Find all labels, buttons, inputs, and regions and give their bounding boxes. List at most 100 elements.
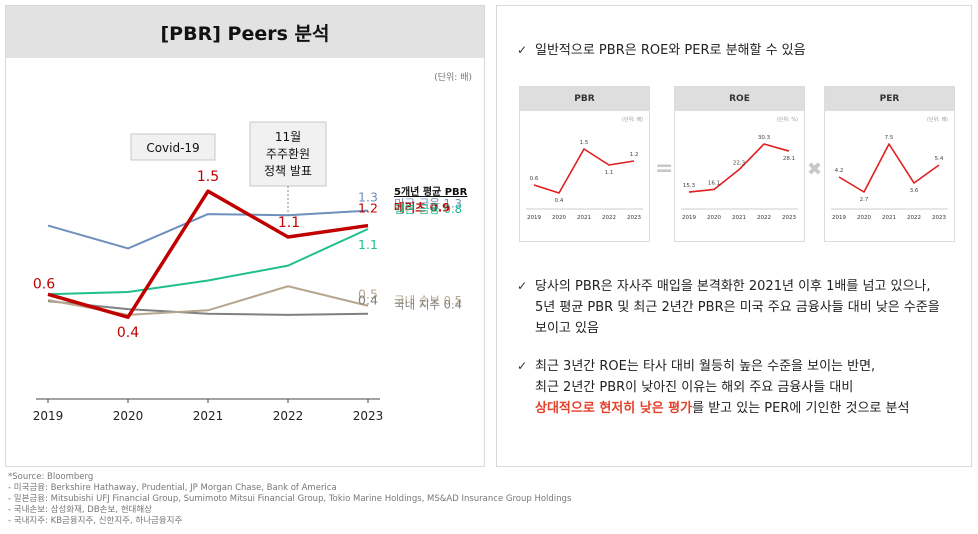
mini-x-tick-label: 2020 <box>857 215 871 221</box>
annotation-policy-line: 11월 <box>275 130 301 144</box>
bullet-text: 일반적으로 PBR은 ROE와 PER로 분해할 수 있음 <box>535 43 806 58</box>
mini-chart-per: PER (단위: 배) 2019 2020 2021 2022 2023 4.2 2.7 7.… <box>824 86 955 242</box>
bullet-line-highlight: 상대적으로 현저히 낮은 평가를 받고 있는 PER에 기인한 것으로 분석 <box>517 398 909 419</box>
mini-x-tick-label: 2019 <box>682 215 696 221</box>
mini-chart-roe: ROE (단위: %) 2019 2020 2021 2022 2023 15.3 16.1… <box>674 86 805 242</box>
mini-data-label: 1.2 <box>630 152 639 158</box>
series-line-국내 손보 <box>47 285 369 316</box>
mini-chart-pbr: PBR (단위: 배) 2019 2020 2021 2022 2023 0.6 0.4 1.… <box>519 86 650 242</box>
mini-x-tick-label: 2022 <box>907 215 921 221</box>
mini-series-line <box>688 143 790 193</box>
mini-chart-title: ROE <box>675 87 804 111</box>
mini-data-label: 0.6 <box>530 176 539 182</box>
footnote-line: - 국내손보: 삼성화재, DB손보, 현대해상 <box>8 505 153 515</box>
mini-data-label: 5.4 <box>935 156 944 162</box>
x-tick-label: 2019 <box>33 409 64 423</box>
meritz-point-label: 1.5 <box>197 169 219 185</box>
mini-data-label: 2.7 <box>860 197 869 203</box>
bullet-line: 당사의 PBR은 자사주 매입을 본격화한 2021년 이후 1배를 넘고 있으… <box>535 279 931 294</box>
check-icon: ✓ <box>517 279 528 293</box>
series-line-일본 금융 <box>47 228 369 296</box>
mini-data-label: 4.2 <box>835 168 844 174</box>
legend-entry: 국내 손보 0.5 <box>394 294 462 308</box>
check-icon: ✓ <box>517 359 528 373</box>
mini-data-label: 1.5 <box>580 140 589 146</box>
series-end-label: 0.4 <box>358 293 378 308</box>
series-line-국내 지주 <box>47 300 369 316</box>
main-chart-panel: [PBR] Peers 분석 (단위: 배) 2019 2020 2021 2022 2… <box>5 5 485 467</box>
annotation-box <box>249 121 327 187</box>
annotation-covid: Covid-19 <box>146 141 199 155</box>
mini-x-tick-label: 2020 <box>707 215 721 221</box>
series-line-미국 금융 <box>47 209 369 250</box>
mini-data-label: 16.1 <box>708 180 720 186</box>
equals-icon: = <box>655 156 674 181</box>
meritz-point-label: 0.6 <box>33 276 55 292</box>
annotation-policy-line: 정책 발표 <box>264 163 312 178</box>
mini-chart-unit: (단위: %) <box>776 117 798 123</box>
pbr-peers-chart: 2019 2020 2021 2022 20231.31.21.10.50.40.60.… <box>33 121 468 423</box>
mini-x-tick-label: 2019 <box>527 215 541 221</box>
meritz-point-label: 0.4 <box>117 325 139 341</box>
mini-data-label: 1.1 <box>605 170 614 176</box>
mini-chart-svg: 2019 2020 2021 2022 2023 0.6 0.4 1.5 1.1 1.2 <box>526 140 643 221</box>
mini-data-label: 3.6 <box>910 188 919 194</box>
legend-entry: 국내 지주 0.4 <box>394 298 462 312</box>
mini-x-tick-label: 2022 <box>602 215 616 221</box>
x-tick-label: 2021 <box>193 409 224 423</box>
bullet-line: 최근 3년간 ROE는 타사 대비 월등히 높은 수준을 보이는 반면, <box>535 359 876 374</box>
mini-chart-title: PBR <box>520 87 649 111</box>
series-end-label: 0.5 <box>358 287 378 302</box>
footnote-line: - 미국금융: Berkshire Hathaway, Prudential, … <box>8 483 337 493</box>
mini-x-tick-label: 2020 <box>552 215 566 221</box>
chart-title: [PBR] Peers 분석 <box>6 6 484 58</box>
series-end-label: 1.3 <box>358 190 378 205</box>
bullet-line: 보이고 있음 <box>535 321 599 336</box>
bullet-tail: 를 받고 있는 PER에 기인한 것으로 분석 <box>692 401 910 416</box>
legend-entry: 일본 금융 0.8 <box>394 202 462 216</box>
legend-title: 5개년 평균 PBR <box>394 185 468 198</box>
mini-chart-unit: (단위: 배) <box>927 117 948 123</box>
mini-data-label: 0.4 <box>555 198 564 204</box>
footnote-source: *Source: Bloomberg <box>8 472 94 482</box>
mini-x-tick-label: 2021 <box>732 215 746 221</box>
mini-data-label: 7.5 <box>885 135 894 141</box>
series-end-label: 1.2 <box>358 201 378 216</box>
mini-series-line <box>838 143 940 193</box>
check-icon: ✓ <box>517 43 528 57</box>
x-tick-label: 2022 <box>273 409 304 423</box>
mini-x-tick-label: 2023 <box>932 215 946 221</box>
mini-x-tick-label: 2019 <box>832 215 846 221</box>
bullet-roe-analysis: ✓ 최근 3년간 ROE는 타사 대비 월등히 높은 수준을 보이는 반면, 최… <box>517 356 909 419</box>
mini-x-tick-label: 2023 <box>782 215 796 221</box>
bullet-decomposition: ✓ 일반적으로 PBR은 ROE와 PER로 분해할 수 있음 <box>517 40 806 61</box>
mini-chart-svg: 2019 2020 2021 2022 2023 15.3 16.1 22.3 30.3 28.1 <box>681 135 798 221</box>
mini-x-tick-label: 2021 <box>577 215 591 221</box>
mini-chart-title: PER <box>825 87 954 111</box>
footnote-line: - 일본금융: Mitsubishi UFJ Financial Group, … <box>8 494 572 504</box>
annotation-policy-line: 주주환원 <box>266 147 310 161</box>
x-tick-label: 2023 <box>353 409 384 423</box>
mini-series-line <box>533 148 635 194</box>
mini-x-tick-label: 2022 <box>757 215 771 221</box>
highlight-text: 상대적으로 현저히 낮은 평가 <box>535 401 693 416</box>
series-end-label: 1.1 <box>358 237 378 252</box>
bullet-line: 5년 평균 PBR 및 최근 2년간 PBR은 미국 주요 금융사들 대비 낮은… <box>535 300 940 315</box>
bullet-pbr-status: ✓ 당사의 PBR은 자사주 매입을 본격화한 2021년 이후 1배를 넘고 … <box>517 276 940 339</box>
mini-chart-unit: (단위: 배) <box>622 117 643 123</box>
bullet-line: 최근 2년간 PBR이 낮아진 이유는 해외 주요 금융사들 대비 <box>535 380 854 395</box>
mini-data-label: 28.1 <box>783 156 795 162</box>
legend-entry: 메리츠 0.9 <box>394 201 450 215</box>
unit-label: (단위: 배) <box>434 73 472 83</box>
annotation-box <box>130 133 216 161</box>
x-tick-label: 2020 <box>113 409 144 423</box>
mini-data-label: 22.3 <box>733 161 746 167</box>
mini-chart-svg: 2019 2020 2021 2022 2023 4.2 2.7 7.5 3.6 5.4 <box>831 135 948 221</box>
footnote-line: - 국내지주: KB금융지주, 신한지주, 하나금융지주 <box>8 516 183 526</box>
legend-entry: 미국 금융 1.3 <box>394 197 462 211</box>
mini-data-label: 15.3 <box>683 183 696 189</box>
mini-data-label: 30.3 <box>758 135 771 141</box>
analysis-panel: ✓ 일반적으로 PBR은 ROE와 PER로 분해할 수 있음 PBR (단위:… <box>496 5 972 467</box>
footnotes: *Source: Bloomberg - 미국금융: Berkshire Hat… <box>8 472 571 527</box>
mini-x-tick-label: 2021 <box>882 215 896 221</box>
